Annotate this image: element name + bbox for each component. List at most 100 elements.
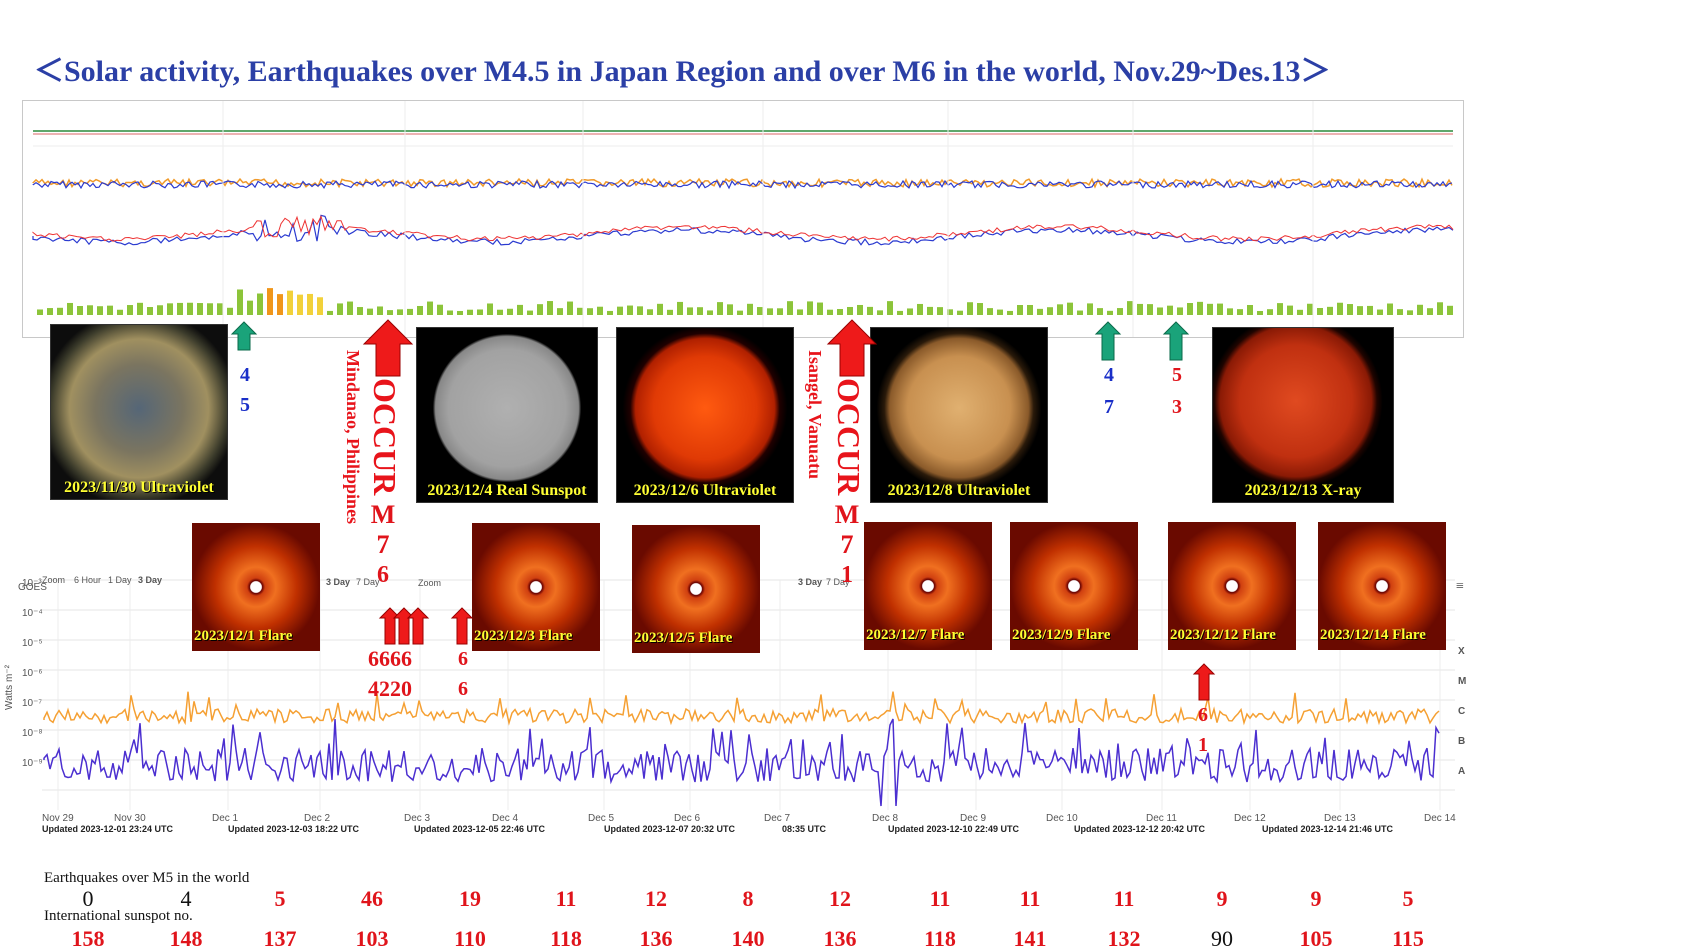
sunspot-count: 118 [924,926,956,951]
sunspot-count: 105 [1299,926,1333,951]
flare-image-1214: 2023/12/14 Flare [1318,522,1446,650]
date-tick-label: Dec 7 [764,813,791,824]
zoom-option-7d-c[interactable]: 7 Day [826,577,850,587]
electron-flux-row [32,177,1453,190]
y-tick-label: 10⁻⁷ [22,698,42,709]
earthquake-count: 4 [180,886,192,911]
earthquake-count: 5 [1402,886,1414,911]
flare-class-label: M [1458,676,1466,687]
quake-mag-bottom: 5 [240,394,250,416]
sunspot-count: 158 [71,926,105,951]
zoom-label-b: Zoom [418,578,441,588]
occur-mag-digit: 1 [841,562,853,588]
y-tick-label: 10⁻⁴ [22,608,43,619]
sunspot-count: 90 [1211,926,1233,951]
earthquake-count: 11 [555,886,577,911]
zoom-option-1d[interactable]: 1 Day [108,575,132,585]
flare-caption: 2023/12/5 Flare [634,630,733,646]
zoom-option-7d-b[interactable]: 7 Day [356,577,380,587]
date-tick-label: Dec 11 [1146,813,1177,824]
earthquake-row-label: Earthquakes over M5 in the world [44,870,250,886]
earthquake-count: 11 [1019,886,1041,911]
date-tick-label: Dec 1 [212,813,239,824]
flare-caption: 2023/12/9 Flare [1012,627,1111,643]
sunspot-count: 136 [639,926,673,951]
earthquake-count: 8 [742,886,754,911]
y-tick-label: 10⁻⁵ [22,638,43,649]
y-tick-label: 10⁻⁸ [22,728,43,739]
zoom-option-3d-b[interactable]: 3 Day [326,577,350,587]
flare-caption: 2023/12/3 Flare [474,628,573,644]
zoom-label: Zoom [42,575,65,585]
sunspot-count: 110 [454,926,486,951]
earthquake-count: 0 [82,886,94,911]
date-tick-label: Nov 29 [42,813,74,824]
sunspot-count: 136 [823,926,857,951]
xray-flux-plot: GOES Zoom 6 Hour 1 Day 3 Day 3 Day 7 Day… [4,575,1466,834]
earthquake-count: 19 [459,886,481,911]
sunspot-count: 118 [550,926,582,951]
date-tick-label: Dec 6 [674,813,701,824]
occur-mag-digit: 7 [840,530,854,559]
quake-mag-bottom: 6 [458,678,468,700]
red-arrow-icon [362,319,1216,701]
sunspot-count: 132 [1107,926,1141,951]
zoom-option-6h[interactable]: 6 Hour [74,575,101,585]
earthquake-count: 46 [361,886,383,911]
xray-long-series [43,691,1440,726]
zoom-option-3d[interactable]: 3 Day [138,575,162,585]
updated-timestamp: Updated 2023-12-12 20:42 UTC [1074,824,1206,834]
updated-timestamp: Updated 2023-12-05 22:46 UTC [414,824,546,834]
quake-mag-top: 6 [458,648,468,670]
updated-timestamp: Updated 2023-12-14 21:46 UTC [1262,824,1394,834]
zoom-option-3d-c[interactable]: 3 Day [798,577,822,587]
date-tick-label: Dec 5 [588,813,615,824]
earthquake-count: 5 [274,886,286,911]
chart-menu-icon[interactable]: ≡ [1456,579,1464,594]
date-tick-label: Dec 14 [1424,813,1456,824]
flare-class-label: A [1458,766,1465,777]
sun-image-ultraviolet-128: 2023/12/8 Ultraviolet [870,327,1048,503]
flare-caption: 2023/12/7 Flare [866,627,965,643]
kp-index-bars [37,288,1453,315]
updated-timestamp: 08:35 UTC [782,824,827,834]
flare-class-label: X [1458,646,1465,657]
y-tick-label: 10⁻³ [22,578,42,589]
date-tick-label: Dec 9 [960,813,987,824]
sun-image-real-sunspot-124: 2023/12/4 Real Sunspot [416,327,598,503]
magnetometer-row [32,214,1454,246]
occur-location-1: Mindanao, Philippines [343,350,363,525]
quake-mag-bottom: 3 [1172,396,1182,418]
y-axis-label: Watts m⁻² [4,664,15,710]
flare-image-121: 2023/12/1 Flare [192,523,320,651]
flare-image-125: 2023/12/5 Flare [632,525,760,653]
sunspot-count: 148 [169,926,203,951]
date-tick-label: Dec 13 [1324,813,1356,824]
date-tick-label: Nov 30 [114,813,146,824]
goes-label: GOES [18,582,47,593]
sun-image-caption: 2023/12/8 Ultraviolet [887,482,1031,499]
xray-short-series [43,718,1440,807]
updated-timestamp: Updated 2023-12-01 23:24 UTC [42,824,174,834]
sunspot-row-label: International sunspot no. [44,908,193,924]
date-tick-label: Dec 3 [404,813,431,824]
space-weather-plots [32,101,1454,337]
updated-timestamp: Updated 2023-12-03 18:22 UTC [228,824,360,834]
earthquake-count: 11 [1113,886,1135,911]
quake-group-bottom: 4220 [368,676,412,701]
date-tick-label: Dec 12 [1234,813,1266,824]
sunspot-count: 137 [263,926,297,951]
space-weather-panel [22,100,1464,338]
sun-image-caption: 2023/12/6 Ultraviolet [633,482,777,499]
sunspot-count: 140 [731,926,765,951]
date-tick-label: Dec 10 [1046,813,1078,824]
occur-label-1: OCCUR [367,378,403,496]
updated-timestamp: Updated 2023-12-07 20:32 UTC [604,824,736,834]
quake-group-top: 6666 [368,646,412,671]
earthquake-count: 11 [929,886,951,911]
flare-caption: 2023/12/12 Flare [1170,627,1276,643]
flare-image-123: 2023/12/3 Flare [472,523,600,651]
sun-image-xray-1213: 2023/12/13 X-ray [1212,327,1394,503]
sunspot-count: 115 [1392,926,1424,951]
